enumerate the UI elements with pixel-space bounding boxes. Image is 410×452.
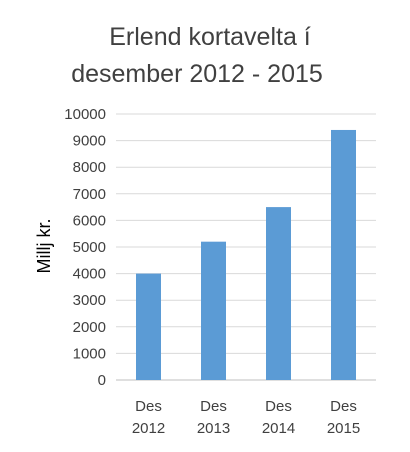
- x-tick-label: Des 2012: [132, 398, 165, 437]
- y-tick-label: 6000: [73, 212, 106, 229]
- bars: [136, 129, 356, 380]
- chart-title-line-2: desember 2012 - 2015: [71, 60, 323, 88]
- y-tick-label: 2000: [73, 319, 106, 336]
- chart-title-line-1: Erlend kortavelta í: [109, 23, 311, 51]
- x-tick-label: Des 2014: [262, 398, 295, 437]
- y-tick-label: 10000: [64, 106, 106, 123]
- y-tick-label: 7000: [73, 186, 106, 203]
- y-tick-label: 3000: [73, 292, 106, 309]
- y-tick-label: 4000: [73, 266, 106, 283]
- bar: [266, 207, 291, 380]
- y-tick-label: 9000: [73, 133, 106, 150]
- x-tick-label: Des 2013: [197, 398, 230, 437]
- bar: [136, 273, 161, 380]
- bar: [201, 241, 226, 380]
- y-tick-label: 5000: [73, 239, 106, 256]
- y-axis-label: Millj kr.: [34, 219, 54, 274]
- x-tick-label: Des 2015: [327, 398, 360, 437]
- y-tick-label: 8000: [73, 159, 106, 176]
- y-tick-label: 0: [98, 372, 106, 389]
- bar: [331, 129, 356, 380]
- y-axis-ticks: 0 1000 2000 3000 4000 5000 6000 7000 8000 9000 100…: [64, 106, 106, 389]
- chart-title: Erlend kortavelta í desember 2012 - 2015: [71, 23, 323, 88]
- y-tick-label: 1000: [73, 345, 106, 362]
- x-axis-ticks: Des 2012 Des 2013 Des 2014 Des 2015: [132, 398, 360, 437]
